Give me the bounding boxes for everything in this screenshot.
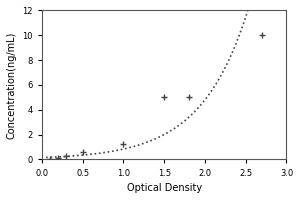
Y-axis label: Concentration(ng/mL): Concentration(ng/mL) xyxy=(7,31,17,139)
X-axis label: Optical Density: Optical Density xyxy=(127,183,202,193)
